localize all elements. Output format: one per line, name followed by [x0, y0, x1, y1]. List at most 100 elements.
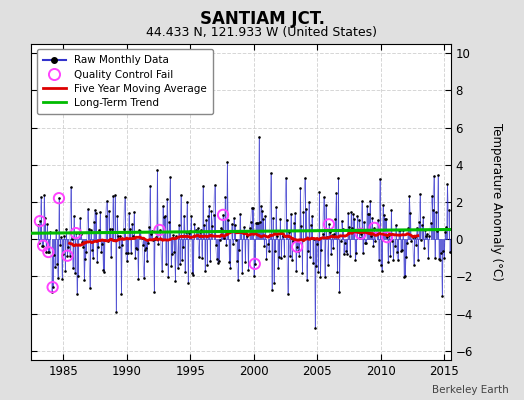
Point	[95, 226, 103, 233]
Point	[346, 253, 354, 260]
Point	[377, 262, 385, 268]
Point	[222, 242, 231, 248]
Legend: Raw Monthly Data, Quality Control Fail, Five Year Moving Average, Long-Term Tren: Raw Monthly Data, Quality Control Fail, …	[37, 49, 213, 114]
Point	[218, 227, 226, 234]
Point	[277, 255, 286, 261]
Point	[146, 183, 154, 189]
Point	[127, 250, 135, 256]
Point	[252, 220, 260, 226]
Point	[392, 249, 401, 256]
Point	[383, 234, 391, 240]
Point	[61, 268, 70, 274]
Point	[433, 228, 441, 234]
Point	[126, 226, 134, 232]
Point	[234, 277, 242, 283]
Point	[335, 288, 344, 295]
Point	[365, 211, 373, 218]
Point	[129, 233, 137, 239]
Point	[404, 225, 412, 231]
Point	[339, 226, 347, 232]
Point	[231, 222, 239, 228]
Point	[202, 216, 210, 223]
Point	[321, 274, 329, 280]
Point	[291, 210, 299, 216]
Point	[287, 210, 295, 217]
Point	[362, 240, 370, 246]
Point	[432, 209, 440, 215]
Point	[128, 221, 136, 228]
Point	[204, 213, 212, 219]
Point	[297, 223, 305, 229]
Point	[41, 214, 49, 221]
Point	[350, 216, 358, 223]
Point	[445, 249, 454, 256]
Point	[272, 204, 280, 210]
Point	[141, 245, 150, 251]
Point	[94, 244, 102, 250]
Point	[110, 236, 118, 243]
Point	[312, 263, 320, 269]
Point	[213, 256, 221, 262]
Point	[282, 217, 291, 223]
Point	[327, 251, 335, 257]
Point	[262, 256, 270, 262]
Point	[394, 256, 402, 263]
Point	[281, 174, 290, 181]
Point	[177, 192, 185, 198]
Point	[370, 225, 379, 231]
Point	[414, 219, 423, 225]
Point	[226, 264, 235, 271]
Point	[75, 230, 83, 237]
Point	[250, 261, 259, 267]
Point	[118, 242, 127, 248]
Point	[207, 208, 215, 214]
Point	[81, 256, 90, 262]
Point	[325, 221, 333, 228]
Point	[161, 213, 169, 220]
Point	[274, 264, 282, 271]
Point	[99, 266, 107, 273]
Point	[239, 230, 247, 236]
Point	[343, 250, 351, 257]
Point	[201, 268, 209, 274]
Point	[391, 222, 400, 228]
Point	[356, 230, 365, 237]
Point	[171, 278, 180, 285]
Point	[438, 292, 446, 299]
Point	[417, 236, 425, 243]
Point	[375, 256, 383, 263]
Point	[212, 242, 220, 248]
Point	[72, 230, 80, 236]
Point	[237, 229, 245, 235]
Point	[206, 258, 214, 264]
Point	[66, 252, 74, 259]
Point	[301, 205, 310, 212]
Point	[230, 215, 238, 221]
Point	[187, 213, 195, 220]
Point	[428, 193, 436, 199]
Point	[48, 284, 57, 290]
Point	[176, 261, 184, 267]
Point	[62, 225, 71, 232]
Point	[55, 195, 63, 201]
Point	[77, 231, 85, 237]
Point	[308, 212, 316, 219]
Point	[104, 208, 113, 214]
Point	[97, 249, 105, 255]
Point	[39, 242, 47, 249]
Point	[323, 234, 331, 240]
Point	[258, 208, 266, 214]
Point	[385, 232, 394, 238]
Point	[334, 174, 343, 181]
Point	[92, 210, 100, 216]
Point	[236, 211, 244, 217]
Point	[269, 215, 277, 222]
Point	[145, 224, 153, 230]
Point	[199, 183, 207, 189]
Point	[290, 220, 298, 226]
Point	[149, 237, 157, 244]
Point	[35, 240, 43, 246]
Point	[73, 290, 81, 297]
Point	[105, 226, 114, 232]
Point	[109, 192, 117, 199]
